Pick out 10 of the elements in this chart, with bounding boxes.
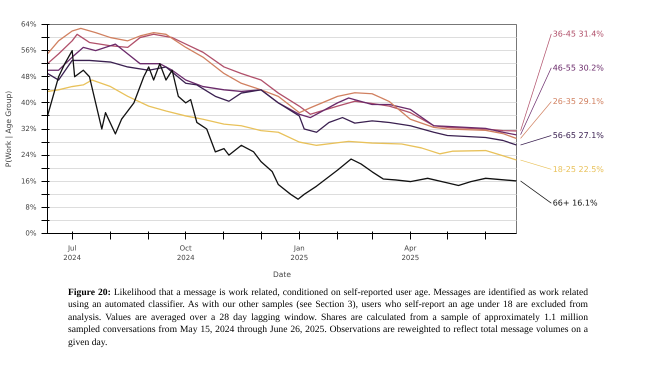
text: 66+ 16.1%	[552, 198, 598, 208]
line-series	[48, 79, 516, 161]
text: 46-55 30.2%	[552, 63, 604, 72]
text: 26-35 29.1%	[552, 97, 604, 106]
text: 18-25 22.5%	[552, 164, 604, 174]
text: 56-65 27.1%	[552, 130, 604, 140]
line-series	[48, 60, 516, 146]
text: 36-45 31.4%	[552, 29, 604, 38]
caption: Figure 20: Likelihood that a message is work related, conditioned on self-reported user age. Messages are identified as work related using an automated classifier. As with our other samples (see Section 3), users who self-report an age under 18 are excluded from analysis. Values are averaged over a 28 day lagging window. Shares are calculated from a sample of approximately 1.1 million sampled conversations from May 15, 2024 through June 26, 2025. Observations are reweighted to reflect total message volumes on a given day.	[68, 287, 588, 350]
line-series	[48, 50, 516, 200]
